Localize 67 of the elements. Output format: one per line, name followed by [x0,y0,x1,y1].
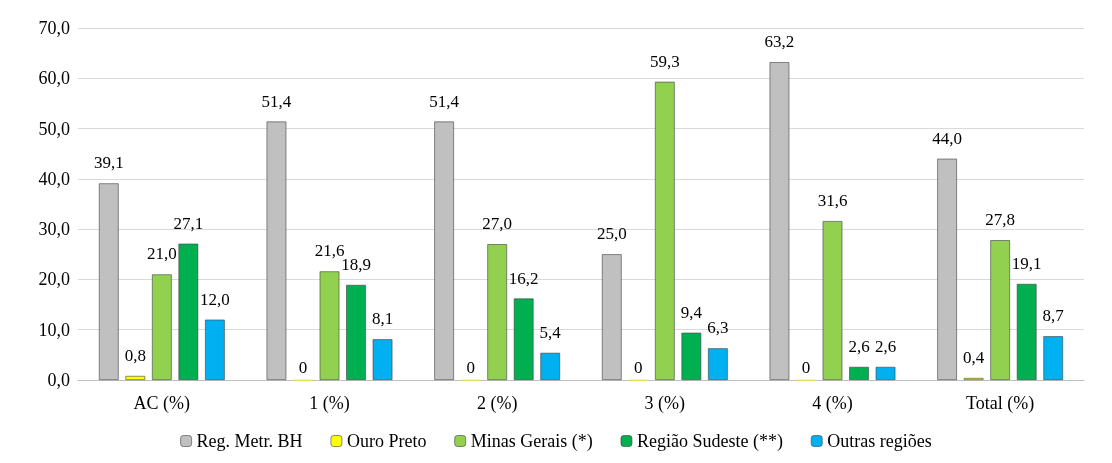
data-label: 8,1 [371,309,394,329]
data-label: 25,0 [596,224,627,244]
data-label: 27,1 [173,213,204,233]
x-tick-label: Total (%) [966,393,1035,414]
y-tick-label: 50,0 [38,118,70,139]
data-label: 51,4 [261,91,292,111]
x-tick-label: 3 (%) [644,393,686,414]
data-label: 31,6 [817,191,848,211]
data-label: 0 [466,357,475,377]
bar [487,244,507,380]
bar [540,352,561,380]
data-label: 19,1 [1011,253,1042,273]
legend-label: Ouro Preto [346,431,427,451]
data-label: 6,3 [707,318,729,338]
x-tick-label: 1 (%) [309,393,350,414]
data-label: 16,2 [508,268,539,288]
data-label: 0,4 [963,347,985,367]
data-label: 51,4 [429,91,460,111]
data-label: 2,6 [874,336,897,356]
bar [990,240,1010,380]
data-label: 59,3 [649,51,680,71]
y-tick-label: 40,0 [38,168,70,189]
data-label: 2,6 [848,336,870,356]
bar [205,319,225,380]
data-label: 5,4 [539,322,562,342]
y-tick-label: 60,0 [38,68,70,89]
bar [125,375,146,380]
legend-label: Minas Gerais (*) [470,431,593,452]
bar [1016,283,1037,380]
y-tick-label: 20,0 [38,269,70,290]
y-tick-label: 70,0 [38,18,70,38]
data-label: 0 [801,357,811,377]
bar [822,221,843,380]
bar [346,284,366,380]
legend-label: Outras regiões [827,431,932,451]
data-label: 0 [634,357,643,377]
y-tick-label: 0,0 [47,370,70,390]
bar [372,339,393,380]
data-label: 8,7 [1042,306,1065,326]
bar [849,366,869,380]
bar [655,81,675,380]
y-tick-label: 30,0 [38,219,70,240]
data-label: 27,0 [482,214,513,234]
bar [875,366,896,380]
data-label: 9,4 [680,302,703,322]
legend-label: Região Sudeste (**) [636,431,783,452]
bar [178,243,199,380]
data-label: 21,0 [146,244,177,264]
data-label: 63,2 [764,32,795,52]
bar [1043,336,1064,380]
data-label: 12,0 [200,289,230,309]
bar [152,274,172,380]
data-label: 0,8 [124,345,146,365]
bar [319,271,340,380]
bar [708,348,728,380]
data-label: 21,6 [314,241,345,261]
y-tick-label: 10,0 [38,319,70,340]
legend-label: Reg. Metr. BH [196,431,303,451]
data-label: 27,8 [985,210,1016,230]
data-label: 39,1 [93,153,124,173]
bar [513,298,534,380]
x-tick-label: 4 (%) [812,393,853,414]
data-label: 0 [298,357,308,377]
x-tick-label: 2 (%) [476,393,518,414]
data-label: 44,0 [932,128,962,148]
x-tick-label: AC (%) [133,393,191,414]
bar [681,332,702,380]
